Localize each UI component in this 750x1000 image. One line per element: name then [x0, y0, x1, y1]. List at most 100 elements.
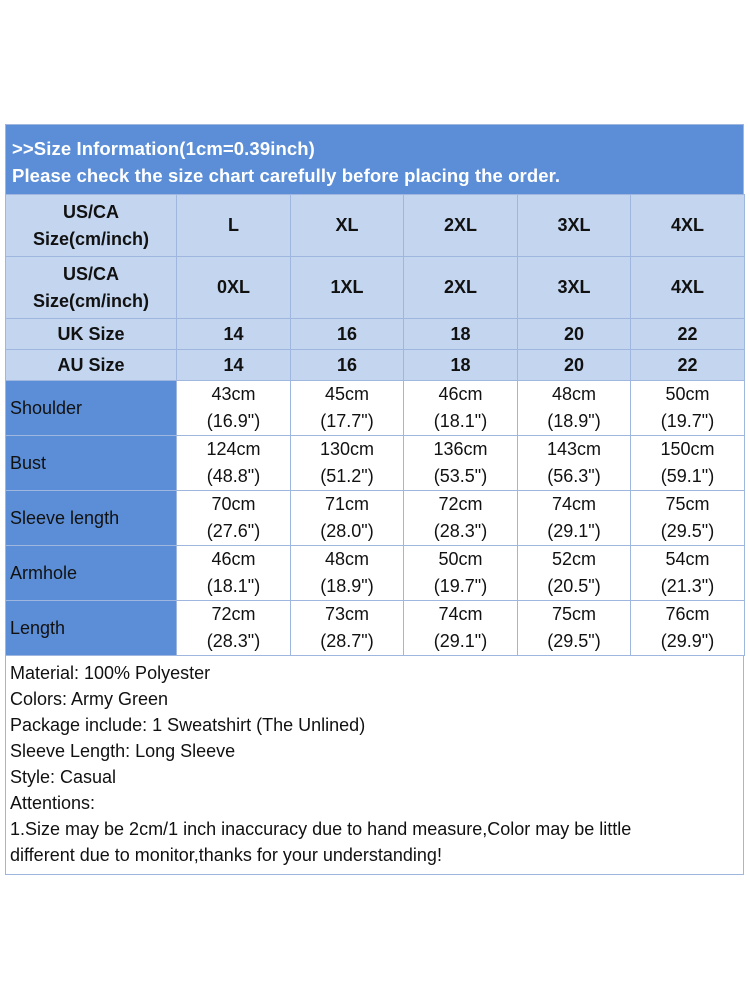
- measurement-inch: (18.1"): [206, 576, 261, 596]
- measurement-cm: 130cm: [319, 439, 375, 459]
- note-line: Style: Casual: [10, 767, 117, 787]
- size-value-cell: 3XL: [517, 194, 631, 257]
- note-line: Colors: Army Green: [10, 689, 169, 709]
- size-value-cell: 0XL: [176, 256, 291, 319]
- measurement-cm: 124cm: [206, 439, 261, 459]
- measurement-inch: (29.1"): [433, 631, 488, 651]
- size-value-cell: 16: [290, 349, 404, 381]
- measurement-cm: 74cm: [438, 604, 483, 624]
- size-system-label-line: Size(cm/inch): [32, 290, 150, 311]
- measurement-cell: 54cm (21.3"): [630, 545, 745, 601]
- measurement-label: Bust: [5, 435, 177, 491]
- measurement-row: Length 72cm (28.3") 73cm (28.7") 74cm (29.1") 7…: [5, 600, 745, 656]
- measurement-cm: 71cm: [324, 494, 369, 514]
- measurement-cm: 143cm: [546, 439, 602, 459]
- measurement-inch: (27.6"): [206, 521, 261, 541]
- measurement-cm: 75cm: [551, 604, 596, 624]
- measurement-inch: (16.9"): [206, 411, 261, 431]
- size-system-label-line: Size(cm/inch): [32, 228, 150, 249]
- measurement-inch: (56.3"): [547, 466, 601, 486]
- measurement-cm: 73cm: [324, 604, 369, 624]
- size-value-cell: 1XL: [290, 256, 404, 319]
- size-value-cell: 4XL: [630, 256, 745, 319]
- measurement-inch: (28.3"): [206, 631, 261, 651]
- measurement-cm: 70cm: [211, 494, 256, 514]
- size-value-cell: 18: [403, 318, 518, 350]
- measurement-label: Sleeve length: [5, 490, 177, 546]
- measurement-cm: 136cm: [433, 439, 488, 459]
- size-value-cell: 20: [517, 349, 631, 381]
- measurement-inch: (29.5"): [660, 521, 715, 541]
- size-header-row: UK Size 14 16 18 20 22: [5, 318, 745, 350]
- title-line-1: >>Size Information(1cm=0.39inch): [12, 138, 315, 159]
- measurement-cell: 130cm (51.2"): [290, 435, 404, 491]
- measurement-row: Armhole 46cm (18.1") 48cm (18.9") 50cm (19.7")…: [5, 545, 745, 601]
- measurement-cell: 72cm (28.3"): [176, 600, 291, 656]
- size-system-label-line: UK Size: [57, 323, 125, 344]
- measurement-cell: 52cm (20.5"): [517, 545, 631, 601]
- measurement-cm: 46cm: [438, 384, 483, 404]
- measurement-cell: 70cm (27.6"): [176, 490, 291, 546]
- size-system-label-line: AU Size: [57, 354, 125, 375]
- measurement-cell: 124cm (48.8"): [176, 435, 291, 491]
- size-value-cell: 20: [517, 318, 631, 350]
- measurement-cm: 46cm: [211, 549, 256, 569]
- measurement-inch: (59.1"): [660, 466, 715, 486]
- measurement-inch: (29.1"): [547, 521, 601, 541]
- measurement-cm: 54cm: [665, 549, 710, 569]
- note-line: 1.Size may be 2cm/1 inch inaccuracy due …: [10, 819, 632, 839]
- measurement-cell: 43cm (16.9"): [176, 380, 291, 436]
- measurement-cell: 75cm (29.5"): [630, 490, 745, 546]
- size-system-label: US/CA Size(cm/inch): [5, 256, 177, 319]
- measurement-cell: 143cm (56.3"): [517, 435, 631, 491]
- measurement-cm: 45cm: [324, 384, 369, 404]
- measurement-cm: 76cm: [665, 604, 710, 624]
- measurement-cell: 48cm (18.9"): [290, 545, 404, 601]
- size-value-cell: 22: [630, 349, 745, 381]
- measurement-cm: 43cm: [211, 384, 256, 404]
- measurement-inch: (19.7"): [660, 411, 715, 431]
- size-value-cell: 2XL: [403, 256, 518, 319]
- measurement-inch: (28.3"): [433, 521, 488, 541]
- measurement-cm: 50cm: [438, 549, 483, 569]
- measurement-row: Shoulder 43cm (16.9") 45cm (17.7") 46cm (18.1"…: [5, 380, 745, 436]
- measurement-cell: 50cm (19.7"): [403, 545, 518, 601]
- size-value-cell: 3XL: [517, 256, 631, 319]
- size-header-row: US/CA Size(cm/inch) 0XL 1XL 2XL 3XL 4XL: [5, 256, 745, 319]
- measurement-inch: (28.0"): [320, 521, 374, 541]
- measurement-cell: 45cm (17.7"): [290, 380, 404, 436]
- measurement-cm: 150cm: [660, 439, 715, 459]
- size-chart-title: >>Size Information(1cm=0.39inch) Please …: [5, 124, 744, 194]
- measurement-cell: 150cm (59.1"): [630, 435, 745, 491]
- measurement-cm: 48cm: [551, 384, 596, 404]
- note-line: Package include: 1 Sweatshirt (The Unlin…: [10, 715, 366, 735]
- product-notes: Material: 100% Polyester Colors: Army Gre…: [5, 656, 744, 875]
- size-header-row: US/CA Size(cm/inch) L XL 2XL 3XL 4XL: [5, 194, 745, 257]
- size-value-cell: L: [176, 194, 291, 257]
- measurement-cell: 46cm (18.1"): [176, 545, 291, 601]
- measurement-cell: 73cm (28.7"): [290, 600, 404, 656]
- size-value-cell: 22: [630, 318, 745, 350]
- measurement-cell: 75cm (29.5"): [517, 600, 631, 656]
- measurement-inch: (51.2"): [320, 466, 374, 486]
- size-system-label-line: US/CA: [62, 263, 119, 284]
- measurement-cell: 74cm (29.1"): [517, 490, 631, 546]
- measurement-inch: (18.9"): [320, 576, 374, 596]
- measurement-inch: (53.5"): [433, 466, 488, 486]
- measurement-inch: (48.8"): [206, 466, 261, 486]
- size-system-label: US/CA Size(cm/inch): [5, 194, 177, 257]
- size-value-cell: XL: [290, 194, 404, 257]
- size-chart: >>Size Information(1cm=0.39inch) Please …: [5, 124, 745, 875]
- measurement-row: Bust 124cm (48.8") 130cm (51.2") 136cm (53.5")…: [5, 435, 745, 491]
- measurement-cell: 48cm (18.9"): [517, 380, 631, 436]
- measurement-cm: 52cm: [551, 549, 596, 569]
- measurement-cell: 71cm (28.0"): [290, 490, 404, 546]
- measurement-label: Length: [5, 600, 177, 656]
- size-header-row: AU Size 14 16 18 20 22: [5, 349, 745, 381]
- measurement-cm: 48cm: [324, 549, 369, 569]
- measurement-label: Shoulder: [5, 380, 177, 436]
- note-line: different due to monitor,thanks for your…: [10, 845, 442, 865]
- measurement-cm: 50cm: [665, 384, 710, 404]
- measurement-cell: 46cm (18.1"): [403, 380, 518, 436]
- measurement-cell: 50cm (19.7"): [630, 380, 745, 436]
